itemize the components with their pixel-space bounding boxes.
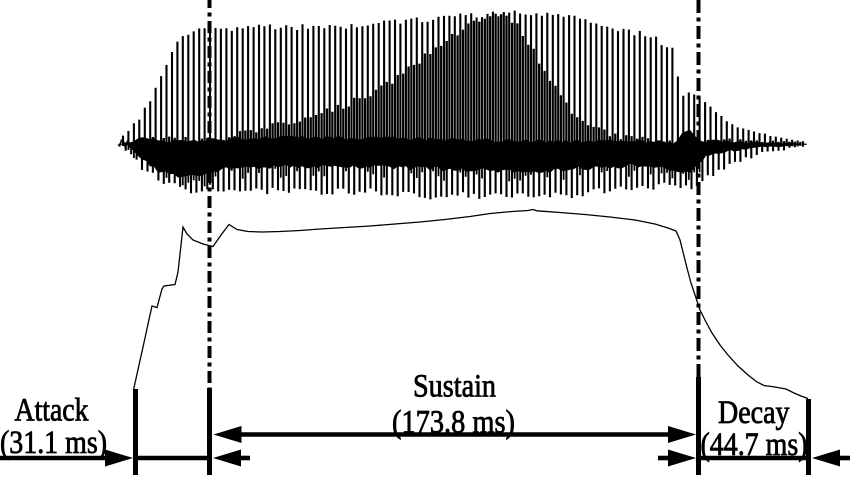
- svg-text:(31.1 ms): (31.1 ms): [0, 425, 107, 461]
- svg-text:(44.7 ms): (44.7 ms): [701, 427, 808, 463]
- svg-text:Attack: Attack: [15, 393, 89, 429]
- svg-text:Sustain: Sustain: [413, 369, 496, 405]
- svg-text:(173.8 ms): (173.8 ms): [392, 405, 515, 441]
- svg-text:Decay: Decay: [718, 395, 790, 431]
